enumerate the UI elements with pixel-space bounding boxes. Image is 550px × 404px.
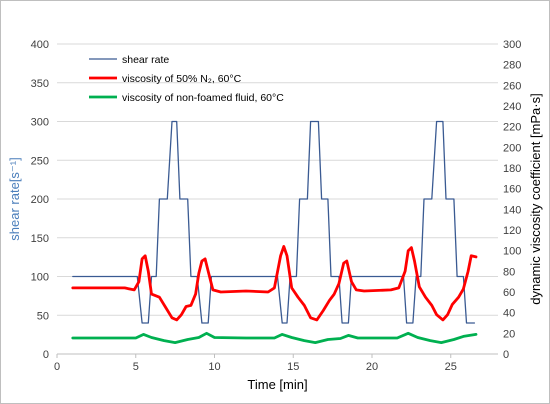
y-right-tick-label: 80 <box>503 266 515 278</box>
y-left-tick-label: 100 <box>31 272 49 284</box>
y-right-tick-label: 280 <box>503 60 521 72</box>
legend-label: viscosity of non-foamed fluid, 60°C <box>122 92 284 104</box>
x-tick-label: 20 <box>366 361 378 373</box>
y-right-tick-label: 0 <box>503 349 509 361</box>
series-lines <box>71 120 478 344</box>
y-left-tick-label: 300 <box>31 117 49 129</box>
x-tick-label: 10 <box>208 361 220 373</box>
y-right-axis-title: dynamic viscosity coefficient [mPa·s] <box>528 93 543 304</box>
x-tick-label: 25 <box>445 361 457 373</box>
y-left-tick-label: 50 <box>37 310 49 322</box>
x-tick-label: 5 <box>133 361 139 373</box>
legend: shear rate viscosity of 50% N₂, 60°C visco… <box>89 54 284 104</box>
y-right-tick-label: 140 <box>503 204 521 216</box>
series-line-shear-rate <box>72 120 476 324</box>
y-right-tick-label: 260 <box>503 80 521 92</box>
y-right-tick-label: 220 <box>503 122 521 134</box>
legend-label: viscosity of 50% N₂, 60°C <box>122 73 242 85</box>
y-left-tick-label: 400 <box>31 39 49 51</box>
series-line-viscosity-of-50-n-60-c <box>71 245 478 322</box>
x-axis-title: Time [min] <box>247 377 307 392</box>
y-right-tick-label: 300 <box>503 39 521 51</box>
legend-label: shear rate <box>122 54 169 66</box>
y-right-tick-label: 240 <box>503 101 521 113</box>
y-right-tick-label: 20 <box>503 328 515 340</box>
y-right-tick-label: 120 <box>503 225 521 237</box>
y-left-tick-label: 250 <box>31 155 49 167</box>
axes: 0501001502002503003504000204060801001201… <box>7 39 543 392</box>
y-left-tick-label: 0 <box>43 349 49 361</box>
x-tick-label: 15 <box>287 361 299 373</box>
y-right-tick-label: 180 <box>503 163 521 175</box>
y-right-tick-label: 160 <box>503 184 521 196</box>
y-left-tick-label: 200 <box>31 194 49 206</box>
y-right-tick-label: 40 <box>503 308 515 320</box>
series-line-viscosity-of-non-foamed-fluid-60-c <box>71 331 478 344</box>
y-left-tick-label: 150 <box>31 233 49 245</box>
y-right-tick-label: 200 <box>503 142 521 154</box>
y-left-tick-label: 350 <box>31 78 49 90</box>
y-right-tick-label: 60 <box>503 287 515 299</box>
y-right-tick-label: 100 <box>503 246 521 258</box>
x-tick-label: 0 <box>54 361 60 373</box>
y-left-axis-title: shear rate[s⁻¹] <box>7 157 22 240</box>
